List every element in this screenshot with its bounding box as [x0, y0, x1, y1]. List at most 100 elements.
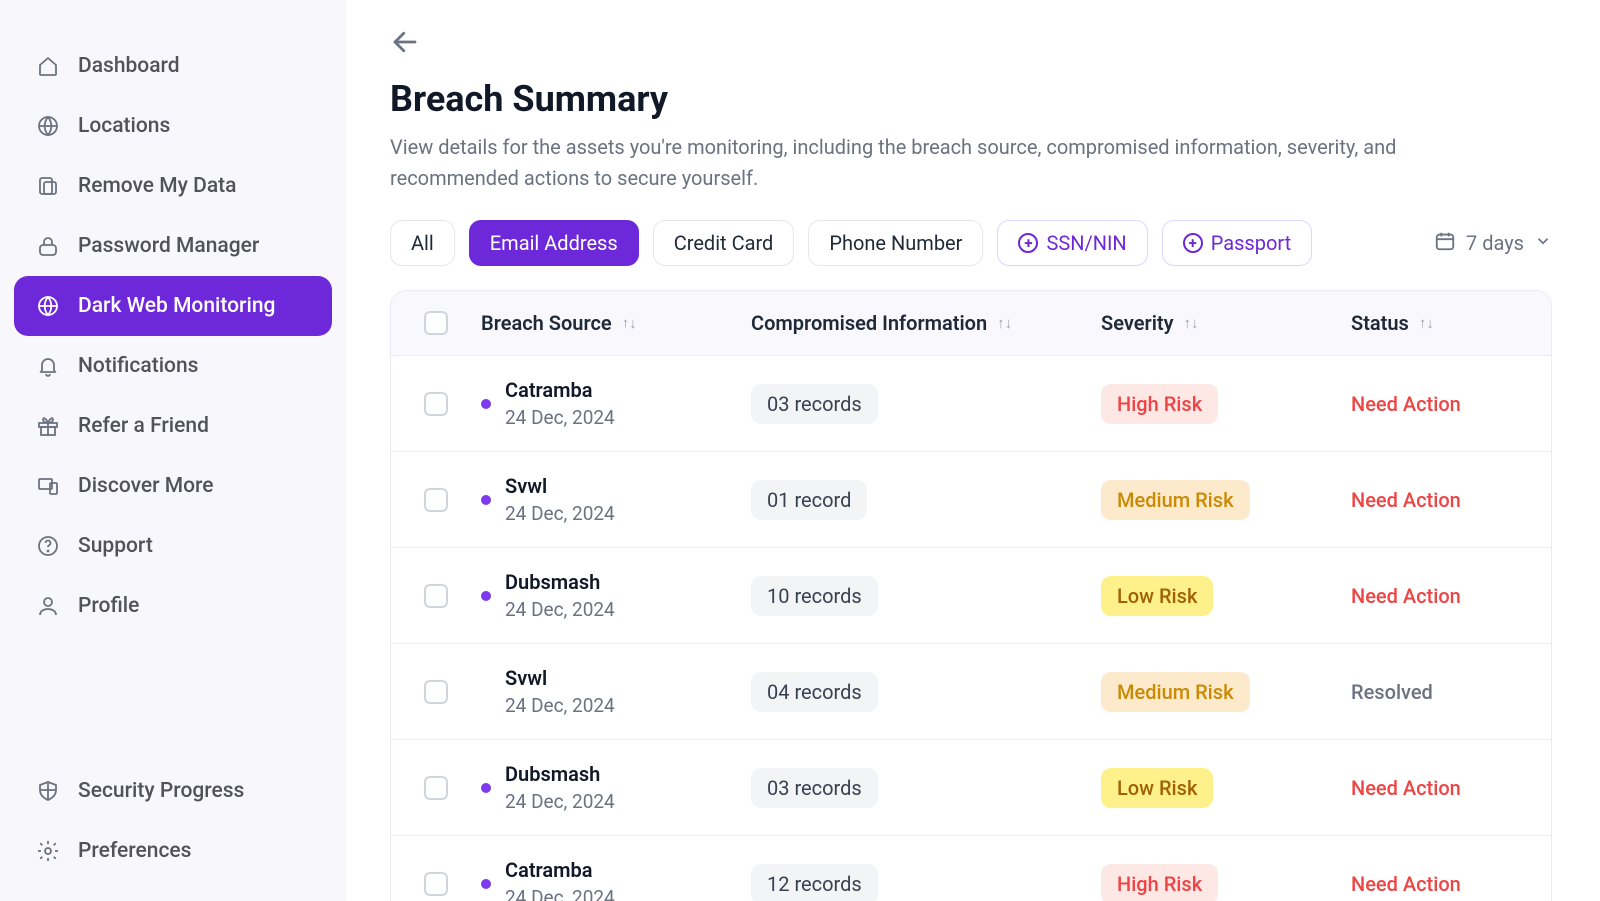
plus-icon: + — [1018, 233, 1038, 253]
records-cell: 04 records — [751, 672, 1101, 712]
row-checkbox[interactable] — [424, 872, 448, 896]
breach-name: Svwl — [505, 666, 615, 690]
filter-chip-phone-number[interactable]: Phone Number — [808, 220, 983, 266]
breach-date: 24 Dec, 2024 — [505, 790, 615, 813]
breach-name: Svwl — [505, 474, 615, 498]
breach-name: Catramba — [505, 858, 615, 882]
breach-source-cell: Svwl 24 Dec, 2024 — [481, 666, 751, 717]
breach-date: 24 Dec, 2024 — [505, 406, 615, 429]
records-cell: 01 record — [751, 480, 1101, 520]
filter-chip-ssn-nin[interactable]: + SSN/NIN — [997, 220, 1147, 266]
devices-icon — [36, 474, 60, 498]
sidebar-item-label: Support — [78, 534, 153, 558]
sidebar-item-support[interactable]: Support — [14, 516, 332, 576]
status-label: Need Action — [1351, 584, 1461, 608]
sidebar-item-password-manager[interactable]: Password Manager — [14, 216, 332, 276]
sidebar-item-security-progress[interactable]: Security Progress — [14, 761, 332, 821]
row-checkbox[interactable] — [424, 584, 448, 608]
severity-badge: High Risk — [1101, 384, 1218, 424]
chevron-down-icon — [1534, 231, 1552, 255]
table-row[interactable]: Catramba 24 Dec, 2024 12 records High Ri… — [391, 836, 1551, 901]
chip-label: SSN/NIN — [1046, 231, 1126, 255]
row-checkbox[interactable] — [424, 680, 448, 704]
col-severity[interactable]: Severity↑↓ — [1101, 311, 1351, 335]
records-pill: 01 record — [751, 480, 867, 520]
status-label: Need Action — [1351, 776, 1461, 800]
sort-icon: ↑↓ — [997, 314, 1012, 332]
table-row[interactable]: Svwl 24 Dec, 2024 01 record Medium Risk … — [391, 452, 1551, 548]
filter-chip-credit-card[interactable]: Credit Card — [653, 220, 795, 266]
plus-icon: + — [1183, 233, 1203, 253]
breach-source-cell: Dubsmash 24 Dec, 2024 — [481, 762, 751, 813]
breach-name: Dubsmash — [505, 762, 615, 786]
records-cell: 12 records — [751, 864, 1101, 901]
records-pill: 03 records — [751, 768, 878, 808]
date-range-picker[interactable]: 7 days — [1434, 230, 1552, 257]
records-cell: 03 records — [751, 384, 1101, 424]
sort-icon: ↑↓ — [1419, 314, 1434, 332]
col-status[interactable]: Status↑↓ — [1351, 311, 1551, 335]
table-row[interactable]: Dubsmash 24 Dec, 2024 03 records Low Ris… — [391, 740, 1551, 836]
user-icon — [36, 594, 60, 618]
sidebar-item-label: Discover More — [78, 474, 214, 498]
sidebar-item-label: Security Progress — [78, 779, 244, 803]
status-label: Need Action — [1351, 872, 1461, 896]
status-label: Need Action — [1351, 392, 1461, 416]
sidebar-item-dashboard[interactable]: Dashboard — [14, 36, 332, 96]
status-cell: Resolved — [1351, 680, 1551, 704]
filter-chip-passport[interactable]: + Passport — [1162, 220, 1312, 266]
sidebar-item-label: Locations — [78, 114, 170, 138]
breach-source-cell: Svwl 24 Dec, 2024 — [481, 474, 751, 525]
back-button[interactable] — [390, 24, 426, 60]
sidebar-item-preferences[interactable]: Preferences — [14, 821, 332, 881]
sidebar-item-locations[interactable]: Locations — [14, 96, 332, 156]
table-row[interactable]: Dubsmash 24 Dec, 2024 10 records Low Ris… — [391, 548, 1551, 644]
sidebar-item-remove-my-data[interactable]: Remove My Data — [14, 156, 332, 216]
status-cell: Need Action — [1351, 584, 1551, 608]
sidebar-item-label: Profile — [78, 594, 139, 618]
globe-icon — [36, 114, 60, 138]
unread-dot-icon — [481, 495, 491, 505]
table-row[interactable]: Catramba 24 Dec, 2024 03 records High Ri… — [391, 356, 1551, 452]
globe-icon — [36, 294, 60, 318]
breach-source-cell: Catramba 24 Dec, 2024 — [481, 858, 751, 901]
filter-chip-all[interactable]: All — [390, 220, 455, 266]
unread-dot-icon — [481, 783, 491, 793]
select-all-checkbox[interactable] — [424, 311, 448, 335]
sidebar-item-label: Preferences — [78, 839, 191, 863]
status-cell: Need Action — [1351, 488, 1551, 512]
page-title: Breach Summary — [390, 78, 1552, 120]
row-checkbox[interactable] — [424, 488, 448, 512]
sidebar-item-label: Password Manager — [78, 234, 259, 258]
sidebar-item-refer-a-friend[interactable]: Refer a Friend — [14, 396, 332, 456]
shield-icon — [36, 779, 60, 803]
page-subtitle: View details for the assets you're monit… — [390, 132, 1510, 194]
status-cell: Need Action — [1351, 392, 1551, 416]
records-cell: 03 records — [751, 768, 1101, 808]
calendar-icon — [1434, 230, 1456, 257]
breach-date: 24 Dec, 2024 — [505, 886, 615, 901]
row-checkbox[interactable] — [424, 776, 448, 800]
chip-label: Passport — [1211, 231, 1291, 255]
sidebar: Dashboard Locations Remove My Data Password… — [0, 0, 346, 901]
unread-dot-icon — [481, 879, 491, 889]
status-cell: Need Action — [1351, 872, 1551, 896]
breach-table: Breach Source↑↓ Compromised Information↑… — [390, 290, 1552, 901]
severity-badge: Medium Risk — [1101, 480, 1250, 520]
filter-chip-email-address[interactable]: Email Address — [469, 220, 639, 266]
col-source[interactable]: Breach Source↑↓ — [481, 311, 751, 335]
sidebar-item-notifications[interactable]: Notifications — [14, 336, 332, 396]
sidebar-item-dark-web-monitoring[interactable]: Dark Web Monitoring — [14, 276, 332, 336]
col-compromised[interactable]: Compromised Information↑↓ — [751, 311, 1101, 335]
sort-icon: ↑↓ — [1184, 314, 1199, 332]
table-row[interactable]: Svwl 24 Dec, 2024 04 records Medium Risk… — [391, 644, 1551, 740]
row-checkbox[interactable] — [424, 392, 448, 416]
gear-icon — [36, 839, 60, 863]
sidebar-item-label: Notifications — [78, 354, 198, 378]
unread-dot-icon — [481, 591, 491, 601]
sidebar-item-label: Dark Web Monitoring — [78, 294, 275, 318]
chip-label: All — [411, 231, 434, 255]
sidebar-item-profile[interactable]: Profile — [14, 576, 332, 636]
breach-date: 24 Dec, 2024 — [505, 694, 615, 717]
sidebar-item-discover-more[interactable]: Discover More — [14, 456, 332, 516]
